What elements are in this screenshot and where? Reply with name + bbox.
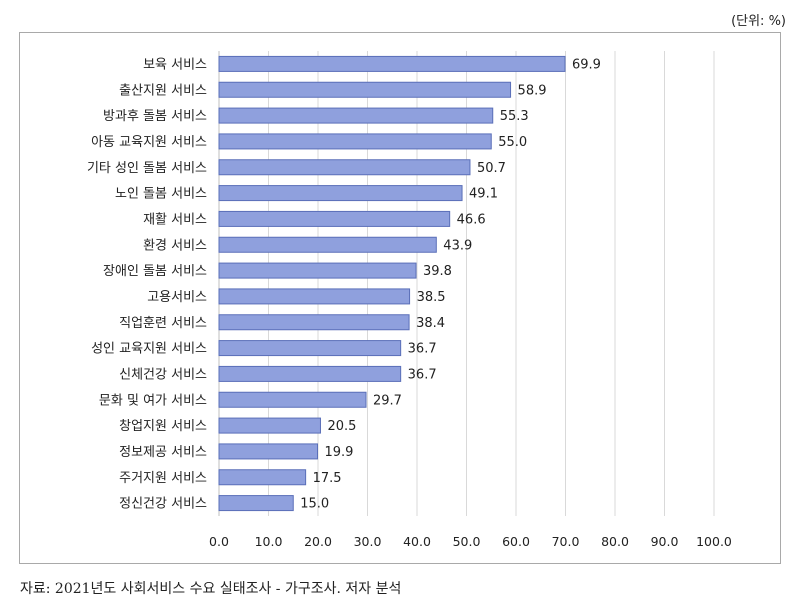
- x-tick-label: 40.0: [403, 534, 431, 549]
- data-label: 38.5: [417, 290, 446, 305]
- source-note: 자료: 2021년도 사회서비스 수요 실태조사 - 가구조사. 저자 분석: [20, 581, 402, 597]
- chart-frame: 0.0 10.0 20.0 30.0 40.0 50.0 60.0 70.0 80.0 90.0 1…: [19, 32, 781, 564]
- category-label: 아동 교육지원 서비스: [91, 135, 207, 150]
- category-label: 신체건강 서비스: [119, 367, 207, 382]
- x-tick-label: 100.0: [696, 534, 732, 549]
- category-label: 정보제공 서비스: [119, 445, 207, 460]
- category-label: 방과후 돌봄 서비스: [103, 109, 207, 124]
- bar: [218, 262, 417, 279]
- category-label: 장애인 돌봄 서비스: [103, 264, 207, 279]
- data-label: 15.0: [300, 497, 329, 512]
- category-label: 환경 서비스: [143, 238, 207, 253]
- bar: [218, 55, 566, 72]
- data-label: 69.9: [572, 57, 601, 72]
- category-label: 고용서비스: [147, 290, 207, 305]
- data-label: 50.7: [477, 161, 506, 176]
- bar: [218, 185, 463, 202]
- category-label: 직업훈련 서비스: [119, 316, 207, 331]
- data-label: 39.8: [423, 264, 452, 279]
- bar: [218, 340, 402, 357]
- bar: [218, 365, 402, 382]
- bar: [218, 288, 411, 305]
- x-tick-label: 0.0: [209, 534, 229, 549]
- data-label: 55.3: [500, 109, 529, 124]
- bar: [218, 81, 512, 98]
- category-label: 정신건강 서비스: [119, 497, 207, 512]
- category-label: 노인 돌봄 서비스: [115, 187, 207, 202]
- x-tick-label: 90.0: [651, 534, 679, 549]
- x-tick-label: 60.0: [502, 534, 530, 549]
- data-label: 38.4: [416, 316, 445, 331]
- category-label: 창업지원 서비스: [119, 419, 207, 434]
- category-label: 성인 교육지원 서비스: [91, 342, 207, 357]
- x-tick-label: 20.0: [304, 534, 332, 549]
- bar: [218, 495, 294, 512]
- bar: [218, 391, 367, 408]
- bar: [218, 236, 437, 253]
- data-label: 36.7: [408, 342, 437, 357]
- data-label: 19.9: [325, 445, 354, 460]
- data-label: 29.7: [373, 393, 402, 408]
- bar-chart: 0.0 10.0 20.0 30.0 40.0 50.0 60.0 70.0 80.0 90.0 1…: [87, 51, 732, 549]
- category-label: 보육 서비스: [143, 57, 207, 72]
- x-tick-label: 70.0: [552, 534, 580, 549]
- data-label: 20.5: [327, 419, 356, 434]
- x-tick-label: 10.0: [255, 534, 283, 549]
- category-label: 출산지원 서비스: [119, 83, 207, 98]
- category-label: 주거지원 서비스: [119, 471, 207, 486]
- bar: [218, 314, 410, 331]
- data-label: 36.7: [408, 367, 437, 382]
- bar: [218, 107, 494, 124]
- category-label: 문화 및 여가 서비스: [99, 393, 207, 408]
- data-label: 17.5: [313, 471, 342, 486]
- data-label: 58.9: [518, 83, 547, 98]
- bar: [218, 159, 471, 176]
- unit-note: (단위: %): [731, 14, 786, 29]
- bar: [218, 469, 307, 486]
- bar: [218, 443, 319, 460]
- x-tick-label: 80.0: [601, 534, 629, 549]
- data-label: 55.0: [498, 135, 527, 150]
- data-label: 49.1: [469, 187, 498, 202]
- data-label: 43.9: [443, 238, 472, 253]
- bar: [218, 133, 492, 150]
- bar: [218, 417, 321, 434]
- data-label: 46.6: [457, 212, 486, 227]
- x-tick-label: 50.0: [453, 534, 481, 549]
- category-label: 재활 서비스: [143, 212, 207, 227]
- bar: [218, 210, 451, 227]
- x-tick-label: 30.0: [354, 534, 382, 549]
- category-label: 기타 성인 돌봄 서비스: [87, 161, 207, 176]
